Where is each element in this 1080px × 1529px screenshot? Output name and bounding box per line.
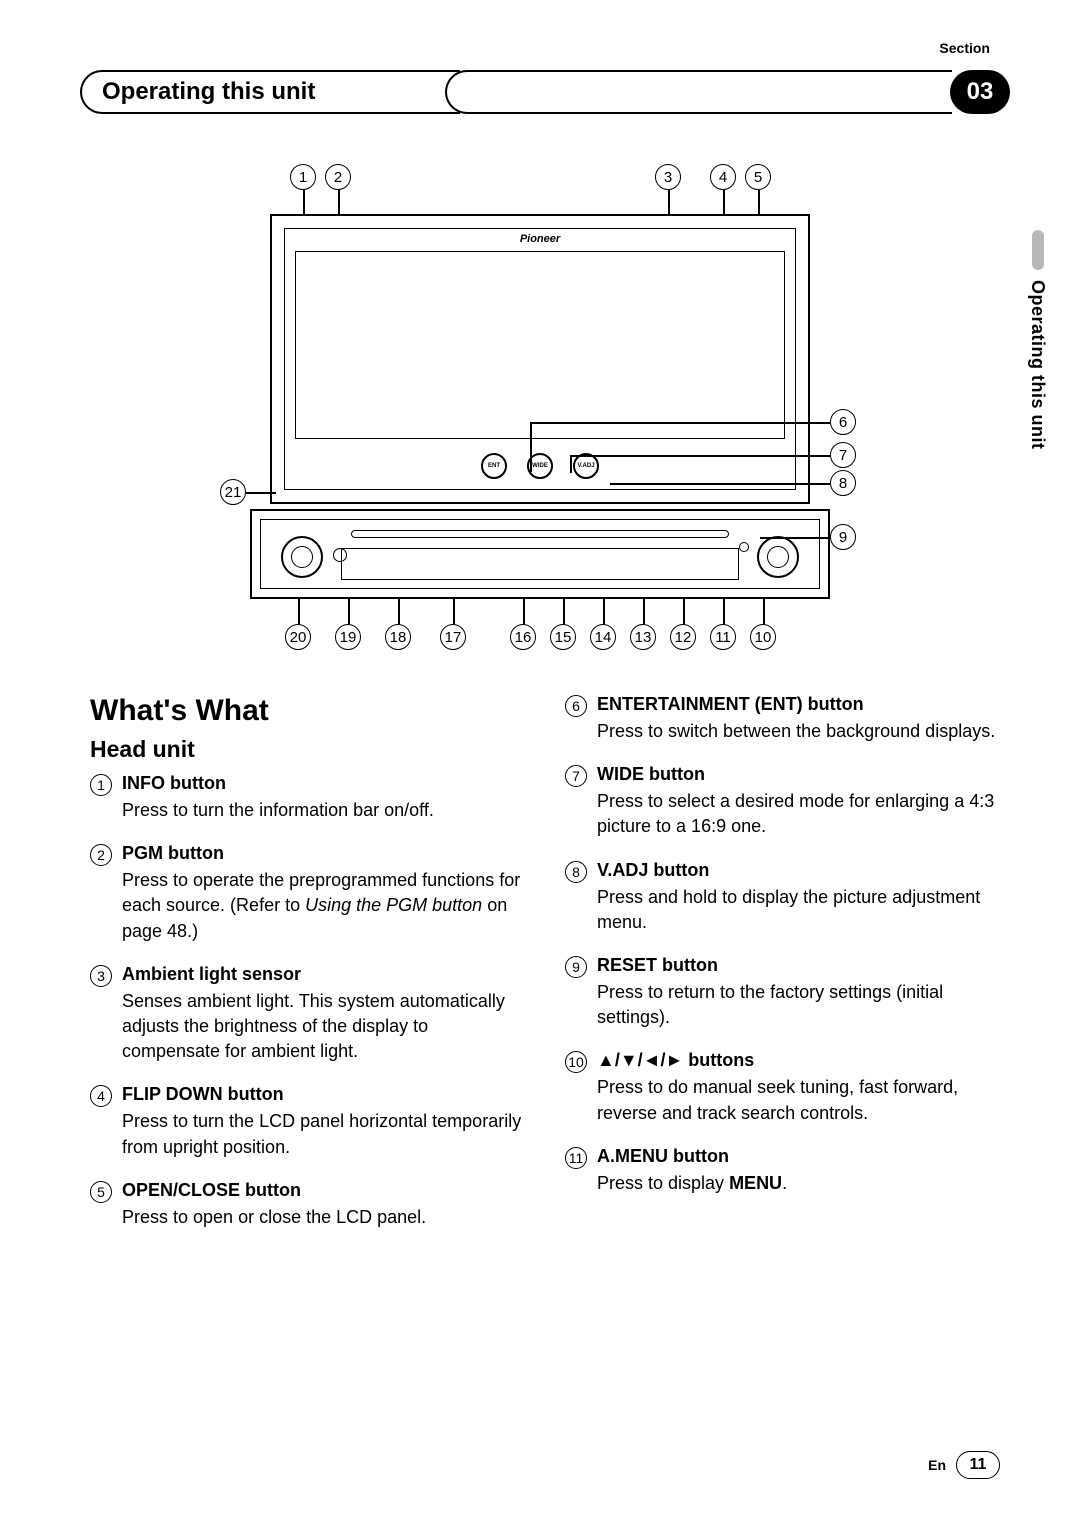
callout-15: 15 <box>550 624 576 650</box>
heading-whats-what: What's What <box>90 694 525 728</box>
heading-head-unit: Head unit <box>90 736 525 763</box>
left-knob <box>281 536 323 578</box>
callout-8: 8 <box>830 470 856 496</box>
item-title: WIDE button <box>597 764 705 785</box>
item-number: 9 <box>565 956 587 978</box>
item-title: INFO button <box>122 773 226 794</box>
callout-21: 21 <box>220 479 246 505</box>
header-mid <box>445 70 952 114</box>
item-title: RESET button <box>597 955 718 976</box>
list-item: 10 ▲/▼/◄/► buttons Press to do manual seek… <box>565 1050 1000 1125</box>
item-body: Press to turn the LCD panel horizontal t… <box>122 1109 525 1159</box>
item-body: Press to turn the information bar on/off… <box>122 798 525 823</box>
item-body: Press to operate the preprogrammed funct… <box>122 868 525 944</box>
right-knob <box>757 536 799 578</box>
list-item: 5 OPEN/CLOSE button Press to open or close… <box>90 1180 525 1230</box>
callout-13: 13 <box>630 624 656 650</box>
list-item: 4 FLIP DOWN button Press to turn the LCD p… <box>90 1084 525 1159</box>
item-title: PGM button <box>122 843 224 864</box>
callout-1: 1 <box>290 164 316 190</box>
callout-2: 2 <box>325 164 351 190</box>
item-number: 1 <box>90 774 112 796</box>
item-body: Press to do manual seek tuning, fast for… <box>597 1075 1000 1125</box>
callout-14: 14 <box>590 624 616 650</box>
item-body: Press to select a desired mode for enlar… <box>597 789 1000 839</box>
item-number: 5 <box>90 1181 112 1203</box>
callout-4: 4 <box>710 164 736 190</box>
list-item: 6 ENTERTAINMENT (ENT) button Press to swit… <box>565 694 1000 744</box>
item-number: 8 <box>565 861 587 883</box>
item-body: Press to switch between the background d… <box>597 719 1000 744</box>
callout-20: 20 <box>285 624 311 650</box>
right-column: 6 ENTERTAINMENT (ENT) button Press to swit… <box>565 694 1000 1250</box>
callout-9: 9 <box>830 524 856 550</box>
side-tab-marker <box>1032 230 1044 270</box>
callout-18: 18 <box>385 624 411 650</box>
item-title: V.ADJ button <box>597 860 709 881</box>
item-title: FLIP DOWN button <box>122 1084 284 1105</box>
ent-button: ENT <box>481 453 507 479</box>
footer-page: 11 <box>956 1451 1000 1479</box>
item-body: Press to open or close the LCD panel. <box>122 1205 525 1230</box>
item-title: Ambient light sensor <box>122 964 301 985</box>
button-row: ENT WIDE V.ADJ <box>481 453 599 479</box>
item-title: ENTERTAINMENT (ENT) button <box>597 694 864 715</box>
list-item: 7 WIDE button Press to select a desired mo… <box>565 764 1000 839</box>
item-number: 7 <box>565 765 587 787</box>
page-footer: En 11 <box>928 1451 1000 1479</box>
list-item: 11 A.MENU button Press to display MENU. <box>565 1146 1000 1196</box>
callout-3: 3 <box>655 164 681 190</box>
item-number: 3 <box>90 965 112 987</box>
base-unit <box>250 509 830 599</box>
header-bar: Operating this unit 03 <box>80 70 1010 114</box>
head-unit-diagram: 1 2 3 4 5 Pioneer ENT WIDE V.ADJ 6 7 <box>230 174 850 654</box>
callout-16: 16 <box>510 624 536 650</box>
list-item: 1 INFO button Press to turn the informatio… <box>90 773 525 823</box>
item-title: A.MENU button <box>597 1146 729 1167</box>
item-body: Press to display MENU. <box>597 1171 1000 1196</box>
section-badge: 03 <box>950 70 1010 114</box>
callout-10: 10 <box>750 624 776 650</box>
page: Section Operating this unit 03 Operating… <box>0 0 1080 1529</box>
display-frame: Pioneer ENT WIDE V.ADJ <box>270 214 810 504</box>
reset-hole <box>739 542 749 552</box>
item-title: OPEN/CLOSE button <box>122 1180 301 1201</box>
callout-19: 19 <box>335 624 361 650</box>
callout-17: 17 <box>440 624 466 650</box>
list-item: 2 PGM button Press to operate the preprogr… <box>90 843 525 944</box>
item-body: Press and hold to display the picture ad… <box>597 885 1000 935</box>
item-number: 2 <box>90 844 112 866</box>
footer-lang: En <box>928 1457 946 1473</box>
list-item: 8 V.ADJ button Press and hold to display t… <box>565 860 1000 935</box>
item-number: 4 <box>90 1085 112 1107</box>
disc-slot <box>351 530 729 538</box>
item-number: 6 <box>565 695 587 717</box>
base-panel <box>341 548 739 580</box>
content-columns: What's What Head unit 1 INFO button Press … <box>80 694 1010 1250</box>
left-column: What's What Head unit 1 INFO button Press … <box>90 694 525 1250</box>
list-item: 3 Ambient light sensor Senses ambient ligh… <box>90 964 525 1065</box>
side-tab: Operating this unit <box>1026 230 1050 490</box>
vadj-button: V.ADJ <box>573 453 599 479</box>
screen <box>295 251 785 439</box>
item-number: 10 <box>565 1051 587 1073</box>
page-title: Operating this unit <box>80 70 460 114</box>
callout-6: 6 <box>830 409 856 435</box>
callout-5: 5 <box>745 164 771 190</box>
item-number: 11 <box>565 1147 587 1169</box>
section-label: Section <box>939 40 990 56</box>
item-title: ▲/▼/◄/► buttons <box>597 1050 754 1071</box>
callout-12: 12 <box>670 624 696 650</box>
callout-11: 11 <box>710 624 736 650</box>
item-body: Press to return to the factory settings … <box>597 980 1000 1030</box>
display-inner: Pioneer ENT WIDE V.ADJ <box>284 228 796 490</box>
callout-7: 7 <box>830 442 856 468</box>
brand-logo: Pioneer <box>520 233 560 245</box>
list-item: 9 RESET button Press to return to the fact… <box>565 955 1000 1030</box>
side-tab-text: Operating this unit <box>1027 280 1048 450</box>
base-inner <box>260 519 820 589</box>
item-body: Senses ambient light. This system automa… <box>122 989 525 1065</box>
